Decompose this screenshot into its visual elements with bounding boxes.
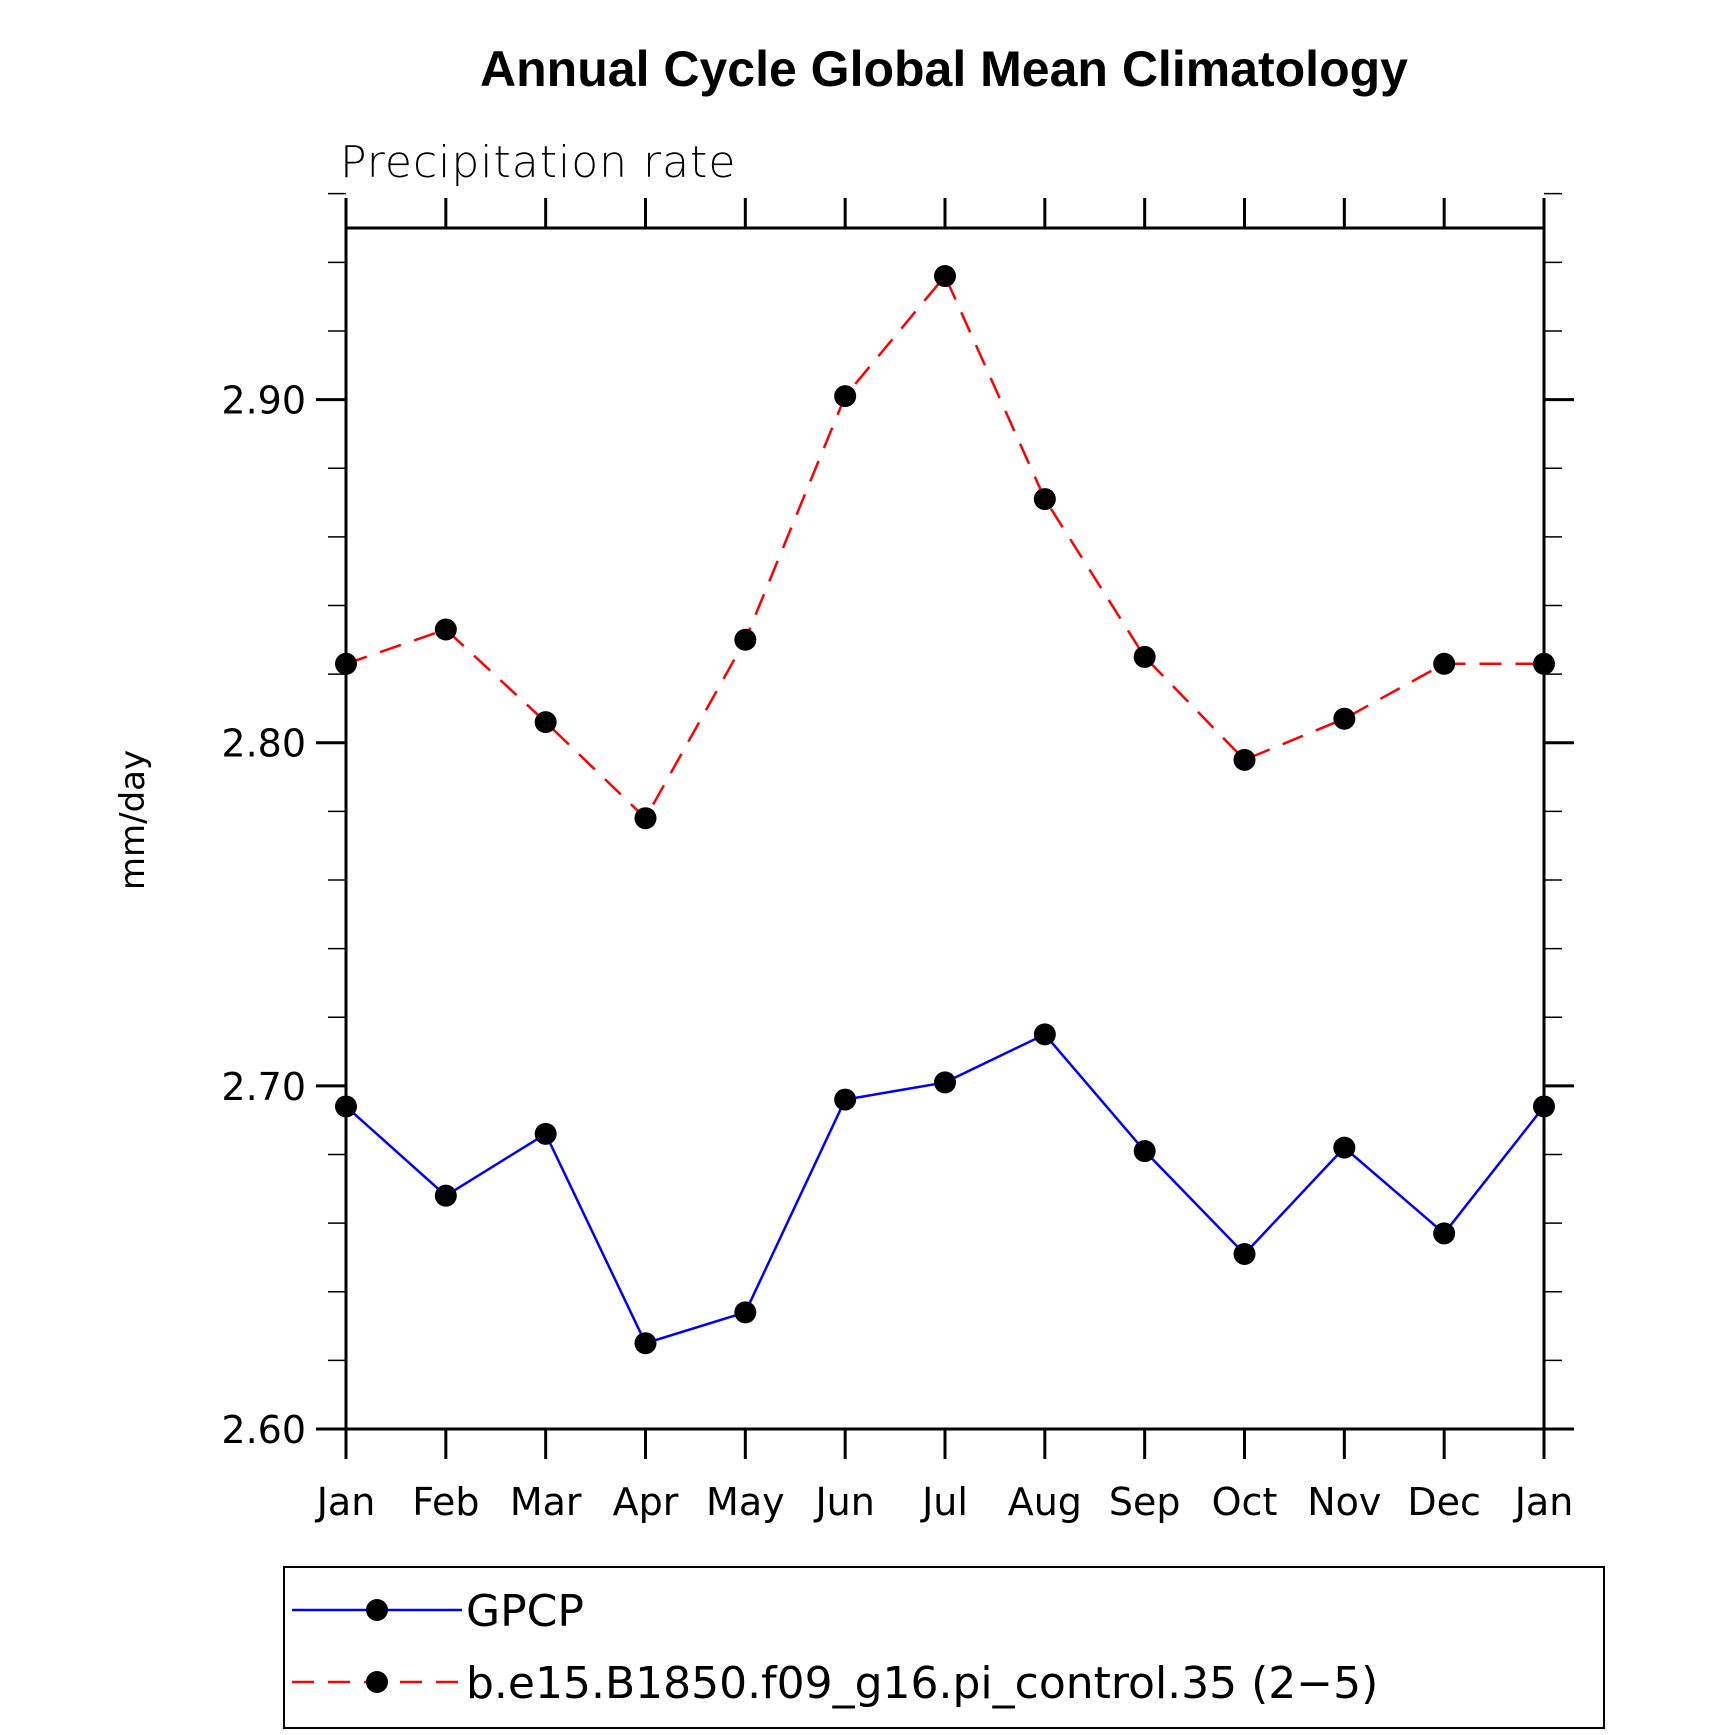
- series-1-point: [335, 652, 357, 675]
- series-line-1: [345, 273, 1544, 821]
- series-0-point: [934, 1071, 956, 1094]
- x-tick-label: Jan: [315, 1480, 376, 1524]
- series-0-point: [1033, 1023, 1056, 1046]
- plot-area: 2.60 2.70 2.80 2.90 Jan Feb Mar Apr May Jun Jul Au…: [221, 192, 1574, 1524]
- series-1-point: [934, 265, 956, 288]
- series-0-point: [634, 1332, 657, 1355]
- x-tick-labels: Jan Feb Mar Apr May Jun Jul Aug Sep Oct Nov Dec Jan: [315, 1480, 1574, 1524]
- y-axis-label: mm/day: [113, 750, 153, 890]
- chart-subtitle: Precipitation rate: [340, 137, 736, 188]
- x-tick-label: Feb: [412, 1480, 479, 1524]
- series-1-point: [1333, 707, 1356, 730]
- x-tick-label: Apr: [613, 1480, 679, 1524]
- x-tick-label: Mar: [510, 1480, 582, 1524]
- series-0-point: [434, 1184, 457, 1207]
- y-tick-labels: 2.60 2.70 2.80 2.90: [221, 379, 306, 1452]
- series-1-point: [534, 711, 557, 734]
- legend-box: [283, 1566, 1605, 1729]
- legend-label-gpcp: GPCP: [466, 1586, 584, 1637]
- series-0-point: [1333, 1136, 1356, 1159]
- series-1-point: [1133, 645, 1156, 668]
- series-1-point: [1033, 488, 1056, 511]
- y-tick-label: 2.60: [221, 1408, 306, 1452]
- series-0-point: [734, 1301, 757, 1324]
- x-tick-label: Jul: [920, 1480, 968, 1524]
- x-tick-label: Oct: [1212, 1480, 1278, 1524]
- series-1-point: [434, 618, 457, 641]
- x-tick-label: Dec: [1407, 1480, 1481, 1524]
- y-tick-label: 2.70: [221, 1065, 306, 1109]
- x-tick-label: Nov: [1307, 1480, 1381, 1524]
- x-tick-label: Jan: [1513, 1480, 1574, 1524]
- series-0-point: [534, 1122, 557, 1145]
- axis-ticks: [316, 192, 1574, 1459]
- x-tick-label: Jun: [813, 1480, 874, 1524]
- y-tick-label: 2.90: [221, 379, 306, 423]
- series-1-point: [1233, 748, 1256, 771]
- x-tick-label: Aug: [1008, 1480, 1082, 1524]
- series-1-point: [634, 807, 657, 830]
- plot-frame: [344, 226, 1546, 1431]
- series-layer: [335, 265, 1555, 1355]
- series-0-point: [335, 1095, 357, 1118]
- chart-title: Annual Cycle Global Mean Climatology: [480, 41, 1408, 97]
- y-tick-label: 2.80: [221, 722, 306, 766]
- legend-label-model: b.e15.B1850.f09_g16.pi_control.35 (2−5): [466, 1658, 1378, 1709]
- x-tick-label: May: [706, 1480, 785, 1524]
- series-0-point: [1133, 1140, 1156, 1163]
- legend: GPCP b.e15.B1850.f09_g16.pi_control.35 (…: [283, 1566, 1605, 1729]
- series-1-point: [734, 628, 757, 651]
- series-1-point: [1433, 652, 1456, 675]
- legend-marker-gpcp: [366, 1599, 388, 1621]
- series-0-point: [1233, 1242, 1256, 1265]
- series-1-point: [1533, 652, 1555, 675]
- legend-marker-model: [366, 1671, 388, 1693]
- x-tick-label: Sep: [1109, 1480, 1181, 1524]
- series-1-point: [834, 385, 857, 408]
- series-0-point: [1433, 1222, 1456, 1245]
- series-0-point: [1533, 1095, 1555, 1118]
- series-0-point: [834, 1088, 857, 1111]
